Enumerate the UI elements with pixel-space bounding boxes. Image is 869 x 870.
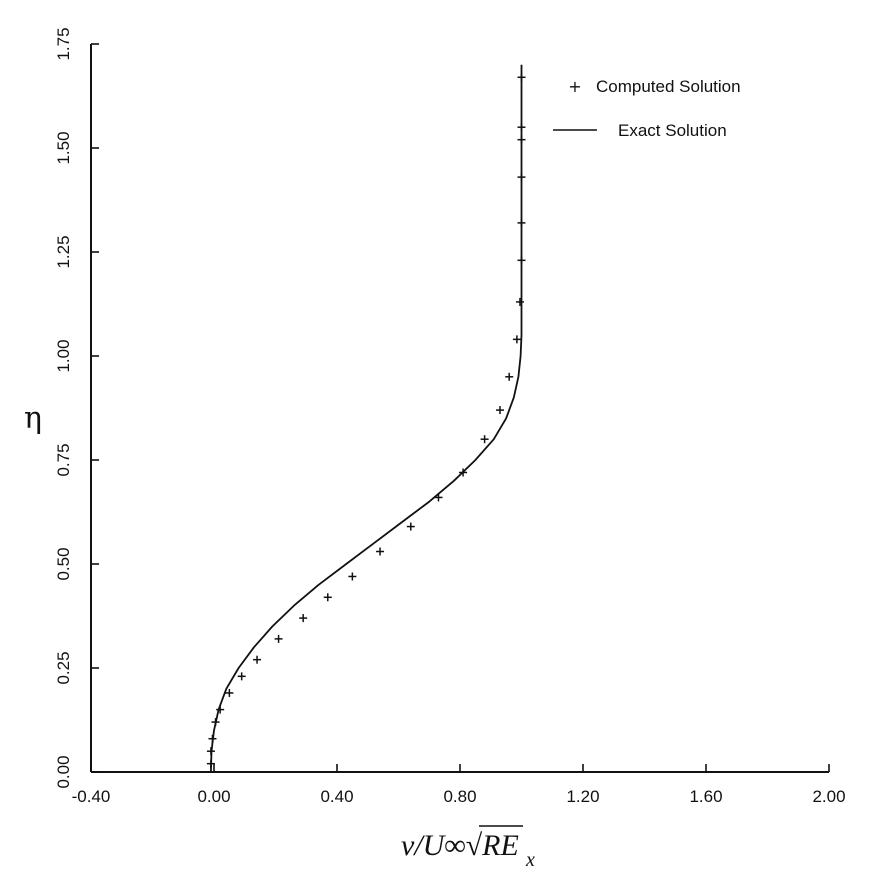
computed-solution-point [517,73,526,82]
y-tick-label: 0.50 [54,547,73,580]
x-tick-label: -0.40 [72,787,111,806]
x-axis-label-sub: x [525,849,535,870]
legend-label-exact: Exact Solution [618,121,727,140]
computed-solution-point [434,493,443,502]
y-tick-label: 0.25 [54,651,73,684]
computed-solution-point [274,634,283,643]
computed-solution-point [376,547,385,556]
computed-solution-point [515,297,524,306]
computed-solution-point [348,572,357,581]
x-tick-label: 1.20 [566,787,599,806]
computed-solution-point [505,372,514,381]
y-tick-label: 1.25 [54,235,73,268]
y-axis-label: η [24,401,42,436]
computed-solution-point [459,468,468,477]
legend: + Computed Solution Exact Solution [553,77,741,140]
computed-solution-point [208,734,217,743]
x-tick-label: 1.60 [689,787,722,806]
y-ticks: 0.00 0.25 0.50 0.75 1.00 1.25 1.50 1.75 [54,27,99,789]
y-tick-label: 1.75 [54,27,73,60]
computed-solution-point [512,335,521,344]
computed-solution-point [406,522,415,531]
computed-solution-point [495,406,504,415]
series-layer [206,64,526,773]
computed-solution-point [480,435,489,444]
x-axis-label-main: ν/U∞√RE [401,829,519,862]
computed-solution-point [211,718,220,727]
x-tick-label: 0.40 [320,787,353,806]
computed-solution-point [517,123,526,132]
computed-solution-point [206,759,215,768]
plot-axes [90,44,829,773]
legend-marker-computed: + [568,77,581,96]
computed-solution-point [225,688,234,697]
computed-solution-point [299,614,308,623]
computed-solution-point [517,218,526,227]
x-tick-label: 0.00 [197,787,230,806]
computed-solution-point [517,256,526,265]
x-tick-label: 2.00 [812,787,845,806]
computed-solution-point [237,672,246,681]
y-tick-label: 0.75 [54,443,73,476]
y-tick-label: 1.50 [54,131,73,164]
computed-solution-point [216,705,225,714]
computed-solution-point [206,747,215,756]
computed-solution-point [517,173,526,182]
computed-solution-point [323,593,332,602]
y-tick-label: 0.00 [54,755,73,788]
x-ticks: -0.40 0.00 0.40 0.80 1.20 1.60 2.00 [72,764,846,806]
computed-solution-point [253,655,262,664]
computed-solution-point [517,135,526,144]
exact-solution-line [210,64,523,773]
x-tick-label: 0.80 [443,787,476,806]
x-axis-label: ν/U∞√RE x [401,825,535,870]
legend-label-computed: Computed Solution [596,77,741,96]
y-tick-label: 1.00 [54,339,73,372]
